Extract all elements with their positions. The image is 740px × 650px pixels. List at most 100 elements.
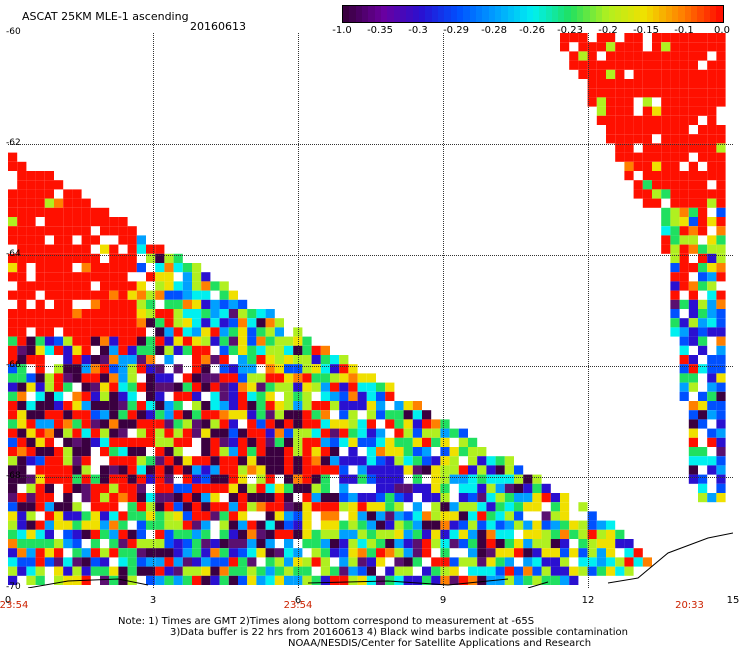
data-cell xyxy=(90,483,100,493)
data-cell xyxy=(219,447,229,457)
data-cell xyxy=(339,575,349,585)
data-cell xyxy=(661,171,671,181)
data-cell xyxy=(90,493,100,503)
data-cell xyxy=(210,539,220,549)
colorbar-segment xyxy=(437,6,445,22)
data-cell xyxy=(477,511,487,521)
map-title: ASCAT 25KM MLE-1 ascending xyxy=(22,10,189,23)
colorbar-segment xyxy=(716,6,723,22)
data-cell xyxy=(606,51,616,61)
data-cell xyxy=(72,511,82,521)
data-cell xyxy=(357,493,367,503)
data-cell xyxy=(256,548,266,558)
data-cell xyxy=(523,493,533,503)
data-cell xyxy=(155,548,165,558)
data-cell xyxy=(173,401,183,411)
data-cell xyxy=(311,373,321,383)
data-cell xyxy=(265,566,275,576)
data-cell xyxy=(348,456,358,466)
data-cell xyxy=(477,575,487,585)
data-cell xyxy=(458,529,468,539)
data-cell xyxy=(100,299,110,309)
data-cell xyxy=(320,391,330,401)
colorbar-label: -0.23 xyxy=(557,25,583,36)
data-cell xyxy=(247,309,257,319)
data-cell xyxy=(707,373,717,383)
data-cell xyxy=(136,520,146,530)
colorbar-segment xyxy=(456,6,464,22)
data-cell xyxy=(72,548,82,558)
data-cell xyxy=(90,419,100,429)
colorbar-segment xyxy=(608,6,616,22)
data-cell xyxy=(642,198,652,208)
data-cell xyxy=(449,428,459,438)
data-cell xyxy=(385,382,395,392)
data-cell xyxy=(670,134,680,144)
data-cell xyxy=(274,483,284,493)
data-cell xyxy=(284,539,294,549)
data-cell xyxy=(118,529,128,539)
data-cell xyxy=(348,447,358,457)
data-cell xyxy=(550,566,560,576)
data-cell xyxy=(127,483,137,493)
data-cell xyxy=(688,51,698,61)
data-cell xyxy=(633,79,643,89)
data-cell xyxy=(100,575,110,585)
data-cell xyxy=(72,456,82,466)
data-cell xyxy=(136,447,146,457)
data-cell xyxy=(17,336,27,346)
data-cell xyxy=(26,244,36,254)
data-cell xyxy=(265,502,275,512)
data-cell xyxy=(284,419,294,429)
data-cell xyxy=(596,520,606,530)
data-cell xyxy=(35,474,45,484)
data-cell xyxy=(284,410,294,420)
data-cell xyxy=(192,391,202,401)
data-cell xyxy=(72,419,82,429)
data-cell xyxy=(54,401,64,411)
data-cell xyxy=(320,373,330,383)
data-cell xyxy=(477,502,487,512)
colorbar-segment xyxy=(577,6,584,22)
data-cell xyxy=(228,290,238,300)
data-cell xyxy=(173,493,183,503)
data-cell xyxy=(118,557,128,567)
data-cell xyxy=(624,60,634,70)
data-cell xyxy=(72,401,82,411)
data-cell xyxy=(403,456,413,466)
data-cell xyxy=(182,373,192,383)
data-cell xyxy=(17,456,27,466)
data-cell xyxy=(63,419,73,429)
data-cell xyxy=(17,437,27,447)
data-cell xyxy=(90,253,100,263)
data-cell xyxy=(486,520,496,530)
data-cell xyxy=(357,474,367,484)
data-cell xyxy=(587,539,597,549)
data-cell xyxy=(109,529,119,539)
data-cell xyxy=(339,410,349,420)
data-cell xyxy=(118,401,128,411)
data-cell xyxy=(146,299,156,309)
data-cell xyxy=(311,410,321,420)
data-cell xyxy=(688,115,698,125)
data-cell xyxy=(707,88,717,98)
data-cell xyxy=(265,382,275,392)
colorbar-segment xyxy=(551,6,559,22)
data-cell xyxy=(155,447,165,457)
data-cell xyxy=(449,566,459,576)
data-cell xyxy=(587,566,597,576)
data-cell xyxy=(670,318,680,328)
data-cell xyxy=(698,42,708,52)
data-cell xyxy=(164,382,174,392)
data-cell xyxy=(44,345,54,355)
data-cell xyxy=(8,575,18,585)
data-cell xyxy=(541,575,551,585)
data-cell xyxy=(17,493,27,503)
data-cell xyxy=(274,327,284,337)
data-cell xyxy=(679,327,689,337)
colorbar-segment xyxy=(482,6,489,22)
data-cell xyxy=(679,180,689,190)
data-cell xyxy=(265,465,275,475)
data-cell xyxy=(688,69,698,79)
data-cell xyxy=(26,373,36,383)
